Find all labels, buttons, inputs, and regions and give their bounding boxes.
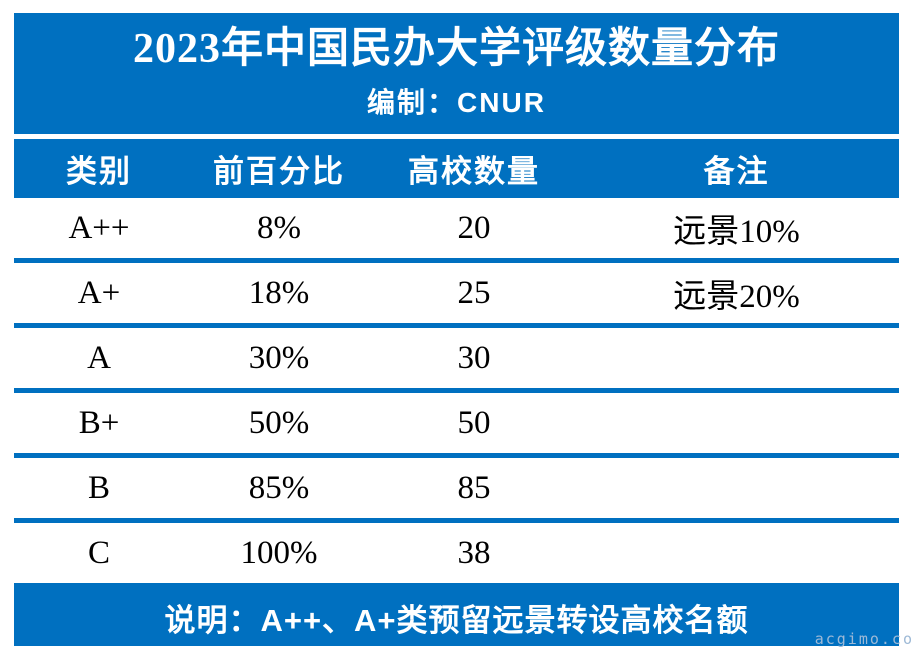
table-header-row: 类别 前百分比 高校数量 备注 (14, 139, 899, 198)
column-header-percentile: 前百分比 (213, 154, 345, 189)
cell-category: B+ (78, 404, 120, 441)
table-row: C 100% 38 (14, 523, 899, 588)
table-row: A 30% 30 (14, 328, 899, 393)
column-header-count: 高校数量 (408, 154, 540, 189)
table-content: 2023年中国民办大学评级数量分布 编制：CNUR 类别 前百分比 高校数量 备… (14, 13, 899, 646)
page-subtitle: 编制：CNUR (367, 86, 546, 118)
cell-category: A+ (77, 274, 121, 311)
cell-percentile: 50% (248, 404, 310, 441)
table-row: B 85% 85 (14, 458, 899, 523)
cell-count: 25 (457, 274, 491, 311)
column-header-category: 类别 (66, 154, 132, 189)
title-banner: 2023年中国民办大学评级数量分布 编制：CNUR (14, 13, 899, 134)
cell-category: A (87, 339, 111, 376)
cell-percentile: 8% (257, 209, 301, 246)
cell-count: 20 (457, 209, 491, 246)
footer-note: 说明：A++、A+类预留远景转设高校名额 (164, 602, 749, 638)
cell-category: A++ (68, 209, 130, 246)
cell-remark: 远景10% (673, 214, 800, 250)
table-row: B+ 50% 50 (14, 393, 899, 458)
cell-count: 50 (457, 404, 491, 441)
cell-category: C (87, 534, 110, 571)
cell-count: 85 (457, 469, 491, 506)
cell-percentile: 85% (248, 469, 310, 506)
cell-count: 38 (457, 534, 491, 571)
page-title: 2023年中国民办大学评级数量分布 (132, 26, 780, 73)
cell-percentile: 30% (248, 339, 310, 376)
table-row: A++ 8% 20 远景10% (14, 198, 899, 263)
watermark: acgimo.co (814, 630, 914, 648)
cell-percentile: 100% (240, 534, 318, 571)
banner-divider (14, 134, 899, 139)
footer-note-banner: 说明：A++、A+类预留远景转设高校名额 (14, 588, 899, 646)
cell-percentile: 18% (248, 274, 310, 311)
cell-category: B (87, 469, 110, 506)
column-header-remark: 备注 (703, 154, 770, 189)
cell-remark: 远景20% (673, 279, 800, 315)
table-row: A+ 18% 25 远景20% (14, 263, 899, 328)
cell-count: 30 (457, 339, 491, 376)
